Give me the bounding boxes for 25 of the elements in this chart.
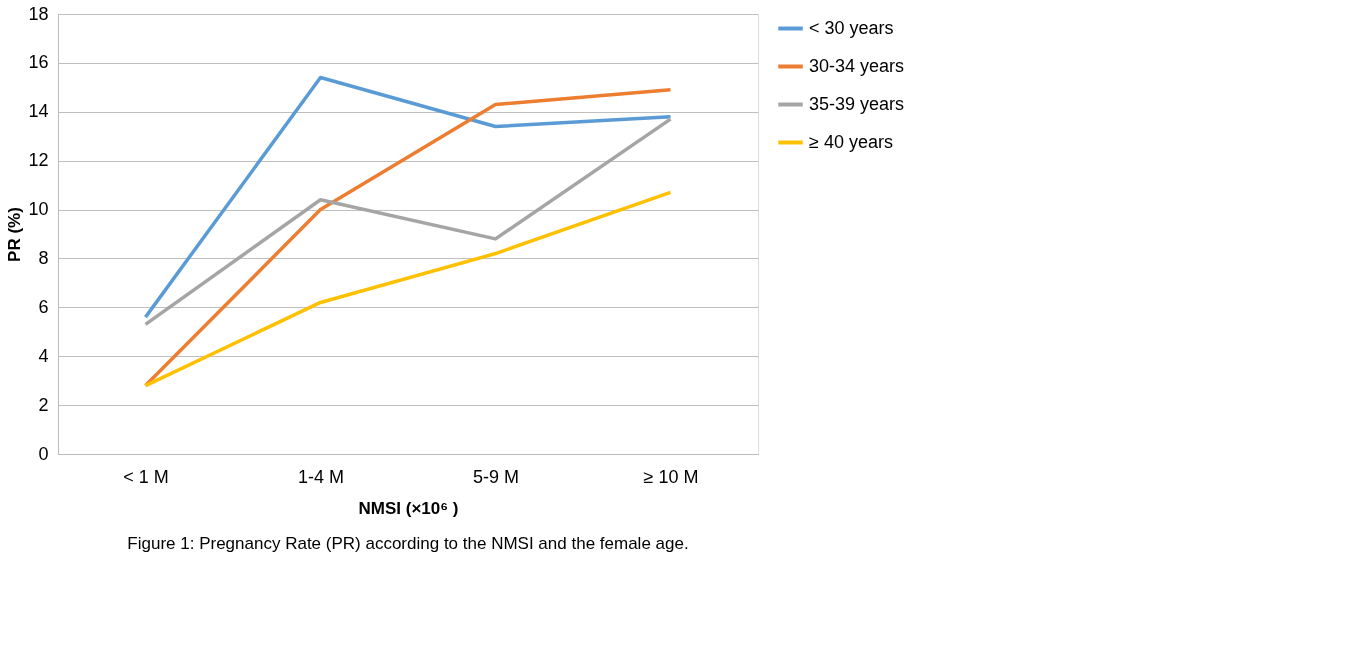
y-tick-label: 18 <box>28 3 49 24</box>
legend-label: 30-34 years <box>809 55 905 76</box>
x-tick-label: < 1 M <box>123 466 169 487</box>
line-series <box>143 117 673 327</box>
line-series <box>143 88 673 388</box>
y-tick-label: 6 <box>38 296 49 317</box>
line-series <box>143 190 673 388</box>
line-series <box>143 75 673 319</box>
legend-label: 35-39 years <box>809 93 905 114</box>
y-tick-label: 0 <box>38 443 49 464</box>
y-tick-label: 12 <box>28 150 49 171</box>
legend-label: < 30 years <box>809 17 894 38</box>
y-tick-label: 8 <box>38 247 49 268</box>
y-tick-label: 4 <box>38 345 49 366</box>
y-tick-label: 2 <box>38 394 49 415</box>
x-tick-label: 1-4 M <box>297 466 345 487</box>
y-tick-label: 14 <box>28 101 49 122</box>
legend-label: ≥ 40 years <box>809 131 893 152</box>
y-axis-title: PR (%) <box>5 207 25 262</box>
y-tick-label: 10 <box>28 199 49 220</box>
x-axis-title: NMSI (×10⁶ ) <box>358 498 459 518</box>
caption: Figure 1: Pregnancy Rate (PR) according to the NMSI and the female age. <box>127 534 689 553</box>
x-tick-label: 5-9 M <box>472 466 520 487</box>
x-tick-label: ≥ 10 M <box>643 466 699 487</box>
y-tick-label: 16 <box>28 52 49 73</box>
